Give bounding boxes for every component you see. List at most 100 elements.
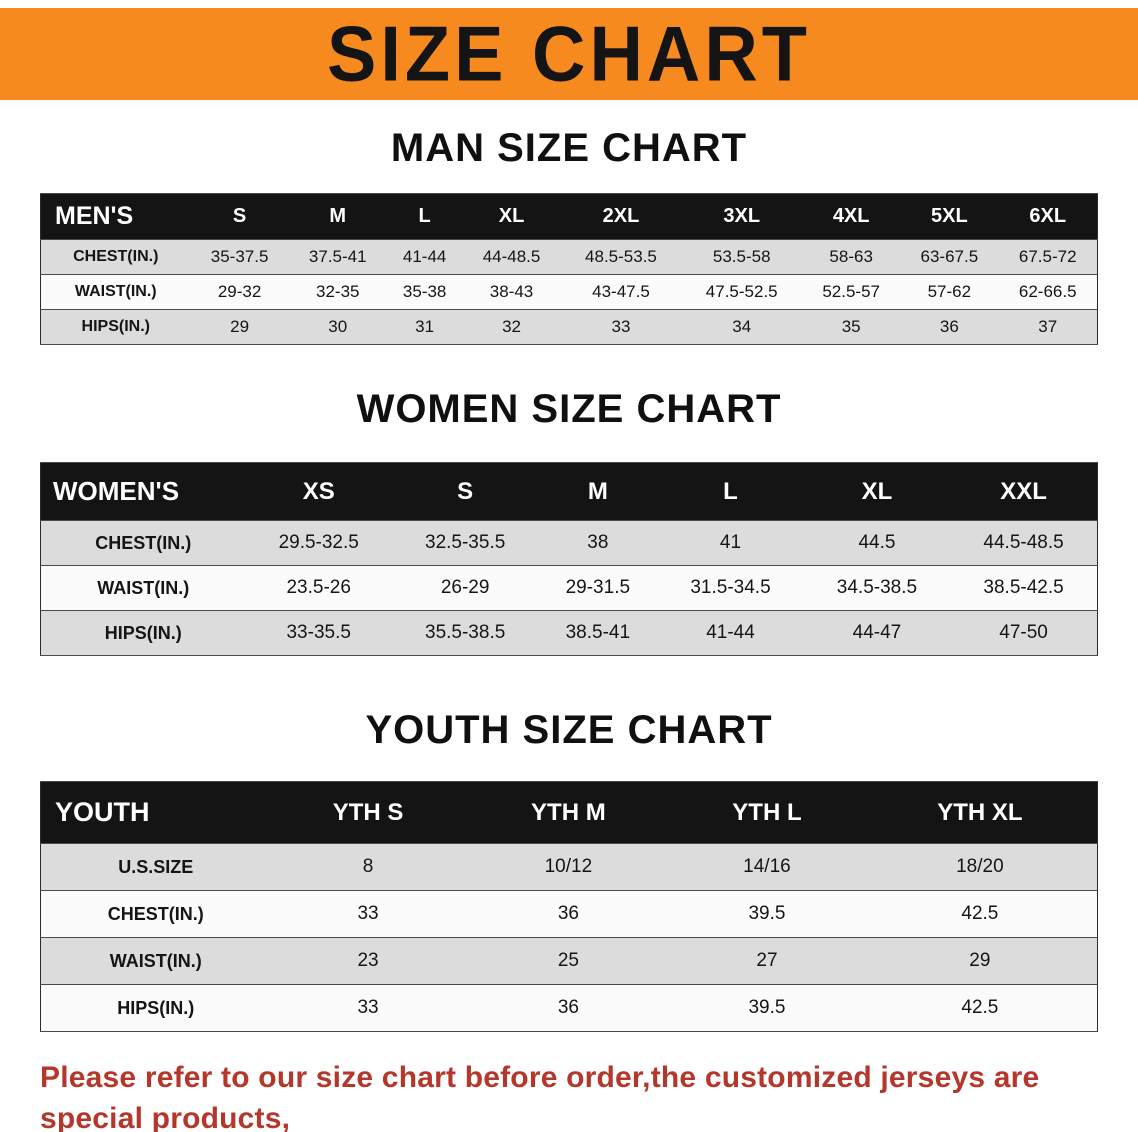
size-cell: 57-62 [900,274,999,310]
row-label: WAIST(IN.) [40,937,271,985]
size-cell: 62-66.5 [998,274,1098,310]
women-col-header: XXL [950,462,1098,521]
size-cell: 29 [190,309,289,345]
row-label: WAIST(IN.) [40,565,246,611]
size-cell: 25 [465,937,672,985]
row-label: CHEST(IN.) [40,239,191,275]
size-cell: 44-48.5 [462,239,561,275]
size-cell: 38.5-42.5 [950,565,1098,611]
size-cell: 34.5-38.5 [803,565,951,611]
disclaimer-line-1: Please refer to our size chart before or… [40,1061,1040,1132]
size-cell: 41-44 [657,610,804,656]
size-cell: 35.5-38.5 [391,610,539,656]
women-hips-row: HIPS(IN.) 33-35.5 35.5-38.5 38.5-41 41-4… [40,610,1098,656]
youth-section-heading: YOUTH SIZE CHART [365,708,773,752]
size-cell: 31.5-34.5 [657,565,804,611]
size-cell: 33-35.5 [245,610,392,656]
women-size-table: WOMEN'S XS S M L XL XXL CHEST(IN.) 29.5-… [40,462,1098,656]
size-cell: 29-31.5 [538,565,658,611]
row-label: WAIST(IN.) [40,274,191,310]
size-cell: 44.5-48.5 [950,520,1098,566]
size-cell: 36 [900,309,999,345]
men-col-header: M [288,193,387,240]
size-cell: 38 [538,520,658,566]
men-hips-row: HIPS(IN.) 29 30 31 32 33 34 35 36 37 [40,309,1098,345]
men-col-header: 6XL [998,193,1098,240]
row-label: HIPS(IN.) [40,309,191,345]
size-cell: 32.5-35.5 [391,520,539,566]
youth-hips-row: HIPS(IN.) 33 36 39.5 42.5 [40,984,1098,1032]
women-col-header: M [538,462,658,521]
youth-col-header: YTH L [671,781,863,844]
size-cell: 39.5 [671,984,863,1032]
size-cell: 32 [462,309,561,345]
size-cell: 37 [998,309,1098,345]
size-cell: 23 [270,937,466,985]
women-col-header: XL [803,462,951,521]
size-cell: 42.5 [862,890,1098,938]
size-cell: 27 [671,937,863,985]
size-cell: 41-44 [386,239,463,275]
men-col-header: XL [462,193,561,240]
size-cell: 14/16 [671,843,863,891]
men-size-table: MEN'S S M L XL 2XL 3XL 4XL 5XL 6XL CHEST… [40,193,1098,345]
row-label: CHEST(IN.) [40,520,246,566]
size-cell: 31 [386,309,463,345]
men-table-wrap: MEN'S S M L XL 2XL 3XL 4XL 5XL 6XL CHEST… [40,193,1098,345]
row-label: CHEST(IN.) [40,890,271,938]
size-cell: 36 [465,984,672,1032]
size-cell: 47-50 [950,610,1098,656]
size-cell: 39.5 [671,890,863,938]
size-cell: 47.5-52.5 [681,274,803,310]
youth-table-label: YOUTH [40,781,271,844]
size-cell: 33 [270,984,466,1032]
youth-col-header: YTH XL [862,781,1098,844]
row-label: HIPS(IN.) [40,984,271,1032]
men-col-header: 4XL [802,193,901,240]
women-col-header: XS [245,462,392,521]
size-cell: 32-35 [288,274,387,310]
banner: SIZE CHART [0,8,1138,100]
disclaimer-note: Please refer to our size chart before or… [40,1058,1110,1132]
youth-ussize-row: U.S.SIZE 8 10/12 14/16 18/20 [40,843,1098,891]
youth-col-header: YTH S [270,781,466,844]
youth-header-row: YOUTH YTH S YTH M YTH L YTH XL [40,781,1098,844]
size-cell: 23.5-26 [245,565,392,611]
size-cell: 35-38 [386,274,463,310]
size-cell: 34 [681,309,803,345]
men-header-row: MEN'S S M L XL 2XL 3XL 4XL 5XL 6XL [40,193,1098,240]
size-cell: 41 [657,520,804,566]
size-cell: 29.5-32.5 [245,520,392,566]
size-cell: 35-37.5 [190,239,289,275]
size-cell: 33 [270,890,466,938]
size-cell: 29-32 [190,274,289,310]
size-cell: 29 [862,937,1098,985]
size-cell: 26-29 [391,565,539,611]
women-table-label: WOMEN'S [40,462,246,521]
size-cell: 37.5-41 [288,239,387,275]
women-header-row: WOMEN'S XS S M L XL XXL [40,462,1098,521]
women-col-header: L [657,462,804,521]
size-cell: 43-47.5 [560,274,682,310]
size-cell: 42.5 [862,984,1098,1032]
size-cell: 18/20 [862,843,1098,891]
women-col-header: S [391,462,539,521]
size-cell: 38-43 [462,274,561,310]
youth-chest-row: CHEST(IN.) 33 36 39.5 42.5 [40,890,1098,938]
row-label: HIPS(IN.) [40,610,246,656]
size-cell: 44.5 [803,520,951,566]
women-section-heading: WOMEN SIZE CHART [356,387,782,431]
size-cell: 44-47 [803,610,951,656]
women-waist-row: WAIST(IN.) 23.5-26 26-29 29-31.5 31.5-34… [40,565,1098,611]
size-cell: 67.5-72 [998,239,1098,275]
size-cell: 38.5-41 [538,610,658,656]
size-cell: 10/12 [465,843,672,891]
men-col-header: 5XL [900,193,999,240]
youth-waist-row: WAIST(IN.) 23 25 27 29 [40,937,1098,985]
men-section-heading: MAN SIZE CHART [390,126,748,170]
men-col-header: L [386,193,463,240]
men-waist-row: WAIST(IN.) 29-32 32-35 35-38 38-43 43-47… [40,274,1098,310]
size-cell: 52.5-57 [802,274,901,310]
row-label: U.S.SIZE [40,843,271,891]
